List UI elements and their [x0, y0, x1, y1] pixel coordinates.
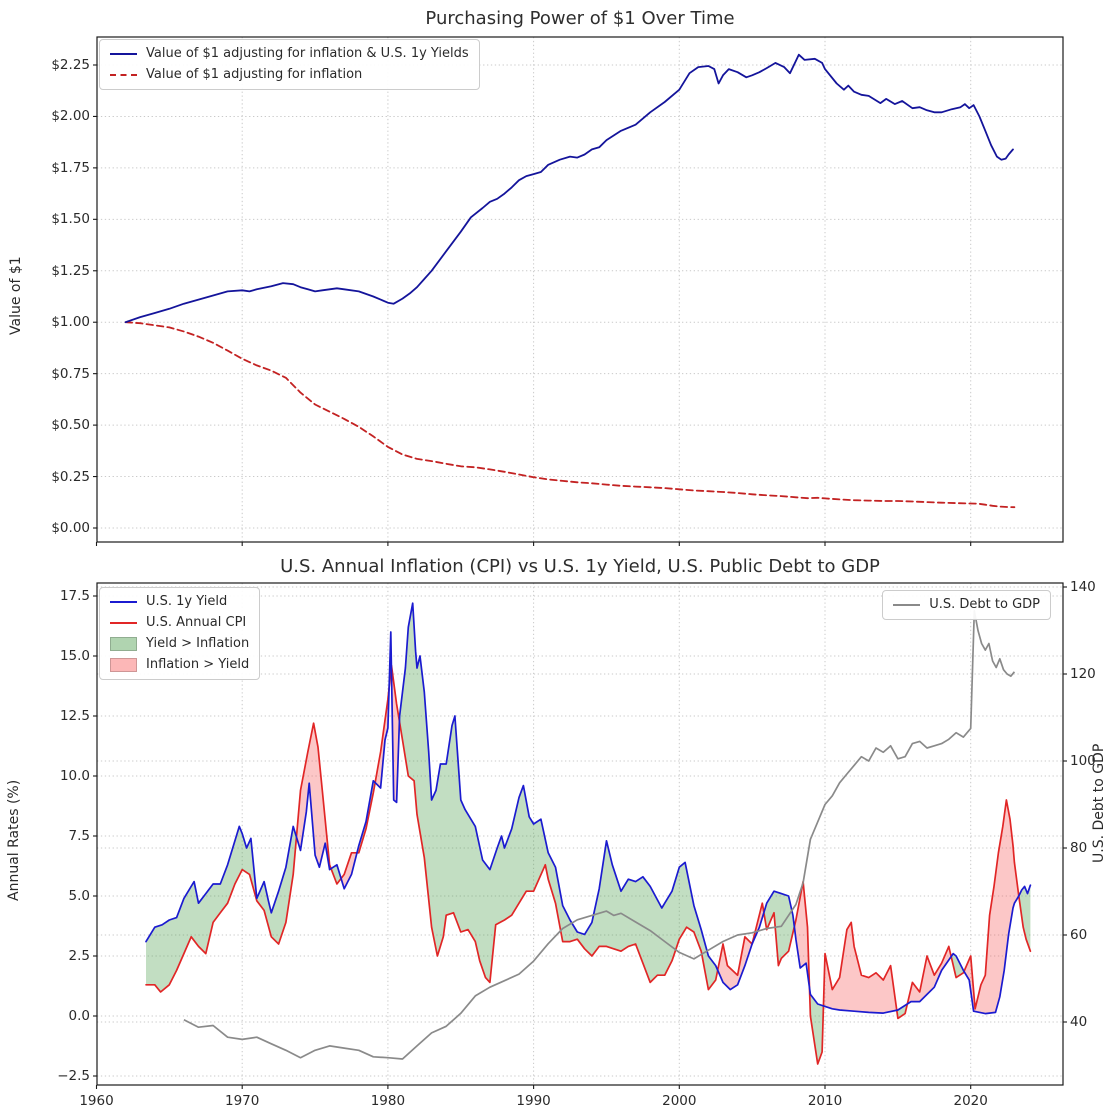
right-y-tick-label: 100 — [1070, 753, 1096, 769]
top-y-tick-label: $1.75 — [51, 159, 90, 176]
top-y-tick-label: $1.00 — [51, 314, 90, 331]
x-tick-label: 2020 — [953, 1093, 988, 1109]
legend-patch-swatch — [110, 658, 137, 672]
top-y-tick-label: $0.25 — [51, 468, 90, 485]
bottom-y-tick-label: 10.0 — [59, 768, 90, 784]
legend-label: Value of $1 adjusting for inflation & U.… — [146, 46, 469, 61]
top-y-tick-label: $0.75 — [51, 365, 90, 382]
legend-entry: Value of $1 adjusting for inflation & U.… — [110, 45, 469, 63]
fill-yield-gt-inflation — [1018, 885, 1031, 952]
legend-line-swatch — [110, 622, 137, 624]
bottom-left-ylabel: Annual Rates (%) — [6, 779, 22, 901]
top-y-tick-label: $1.25 — [51, 262, 90, 279]
bottom-chart-legend-left: U.S. 1y Yield U.S. Annual CPI Yield > Infl… — [99, 587, 261, 680]
legend-label: U.S. Annual CPI — [146, 615, 247, 630]
top-y-tick-label: $1.50 — [51, 211, 90, 228]
legend-label: Yield > Inflation — [146, 636, 250, 651]
x-tick-label: 1980 — [370, 1093, 406, 1109]
bottom-y-tick-label: 17.5 — [59, 588, 90, 604]
x-tick-label: 2010 — [807, 1093, 843, 1109]
top-y-tick-label: $2.25 — [51, 56, 90, 73]
fill-inflation-gt-yield — [907, 946, 952, 1004]
series-u-s-debt-to-gdp — [183, 610, 1016, 1060]
legend-line-swatch — [893, 604, 921, 606]
legend-label: U.S. Debt to GDP — [929, 597, 1040, 612]
legend-dashed-line-swatch — [110, 74, 137, 76]
legend-entry: U.S. Annual CPI — [110, 614, 249, 632]
axes-frame — [96, 582, 1064, 1086]
legend-line-swatch — [110, 53, 137, 55]
fill-yield-gt-inflation — [763, 891, 795, 966]
legend-label: Value of $1 adjusting for inflation — [146, 67, 363, 82]
right-y-tick-label: 140 — [1070, 579, 1096, 595]
right-y-tick-label: 80 — [1070, 840, 1088, 856]
legend-entry: U.S. Debt to GDP — [893, 596, 1040, 614]
series-value-of-1-adjusting-for-inflation-u-s-1y-yields — [124, 53, 1014, 324]
fill-inflation-gt-yield — [296, 723, 332, 870]
legend-line-swatch — [110, 601, 137, 603]
x-tick-label: 1960 — [79, 1093, 114, 1109]
top-y-tick-label: $0.00 — [51, 520, 90, 536]
top-y-tick-label: $0.50 — [51, 417, 90, 434]
series-u-s-annual-cpi — [145, 664, 1032, 1065]
bottom-y-tick-label: 5.0 — [68, 888, 90, 904]
right-y-tick-label: 60 — [1070, 927, 1088, 943]
axes-frame — [96, 36, 1064, 543]
bottom-right-ylabel: U.S. Debt to GDP — [1091, 743, 1107, 863]
x-tick-label: 2000 — [662, 1093, 697, 1109]
legend-label: Inflation > Yield — [146, 657, 250, 672]
fill-yield-gt-inflation — [809, 987, 824, 1064]
fill-yield-gt-inflation — [331, 864, 342, 884]
legend-entry: U.S. 1y Yield — [110, 593, 249, 611]
legend-entry: Value of $1 adjusting for inflation — [110, 66, 469, 84]
bottom-chart-title: U.S. Annual Inflation (CPI) vs U.S. 1y Y… — [280, 556, 880, 577]
top-y-tick-label: $2.00 — [51, 108, 90, 125]
fill-inflation-gt-yield — [823, 922, 897, 1014]
bottom-y-tick-label: 2.5 — [68, 948, 90, 964]
legend-entry: Yield > Inflation — [110, 635, 249, 653]
x-tick-label: 1970 — [225, 1093, 260, 1109]
bottom-chart-legend-right: U.S. Debt to GDP — [882, 590, 1051, 620]
bottom-y-tick-label: 15.0 — [59, 648, 90, 664]
fill-yield-gt-inflation — [896, 1003, 908, 1019]
fill-yield-gt-inflation — [399, 603, 718, 990]
series-u-s-1y-yield — [145, 602, 1032, 1015]
right-y-tick-label: 120 — [1070, 666, 1096, 682]
top-chart-title: Purchasing Power of $1 Over Time — [425, 8, 735, 29]
legend-patch-swatch — [110, 637, 137, 651]
fill-inflation-gt-yield — [341, 852, 357, 889]
legend-label: U.S. 1y Yield — [146, 594, 228, 609]
series-value-of-1-adjusting-for-inflation — [124, 321, 1016, 509]
bottom-y-tick-label: 0.0 — [68, 1008, 90, 1024]
bottom-y-tick-label: 12.5 — [59, 708, 90, 724]
bottom-y-tick-label: 7.5 — [68, 828, 90, 844]
fill-yield-gt-inflation — [951, 953, 964, 978]
top-chart-legend: Value of $1 adjusting for inflation & U.… — [99, 39, 480, 90]
fill-yield-gt-inflation — [146, 826, 297, 992]
bottom-y-tick-label: −2.5 — [57, 1068, 90, 1084]
top-ylabel: Value of $1 — [8, 256, 24, 336]
right-y-tick-label: 40 — [1070, 1014, 1088, 1030]
x-tick-label: 1990 — [516, 1093, 551, 1109]
legend-entry: Inflation > Yield — [110, 656, 249, 674]
